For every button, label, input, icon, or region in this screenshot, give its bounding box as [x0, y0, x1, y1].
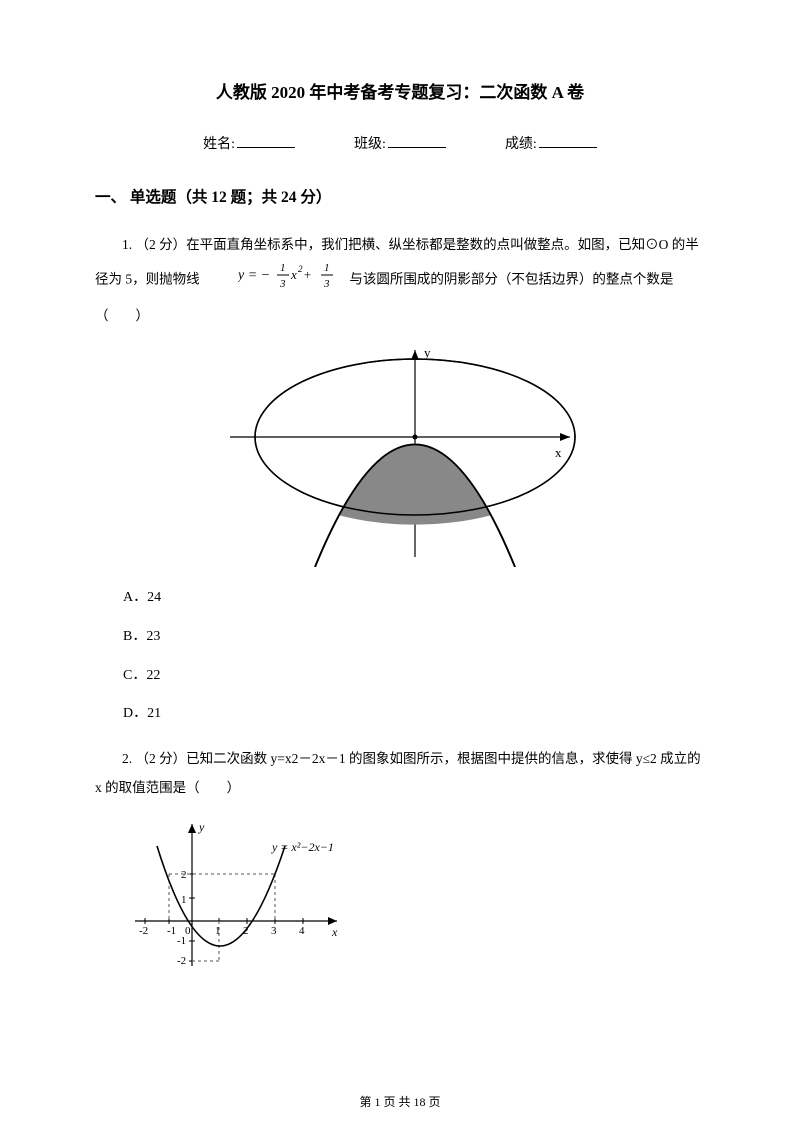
svg-text:1: 1 — [215, 925, 221, 937]
svg-text:y = x²−2x−1: y = x²−2x−1 — [271, 840, 334, 854]
svg-text:2: 2 — [181, 869, 187, 881]
svg-text:-2: -2 — [139, 925, 148, 937]
svg-text:3: 3 — [323, 278, 330, 290]
q1-points: （2 分） — [136, 237, 187, 252]
score-blank — [539, 147, 597, 148]
q2-text: 已知二次函数 y=x2－2x－1 的图象如图所示，根据图中提供的信息，求使得 y… — [95, 751, 701, 794]
svg-text:y: y — [198, 820, 205, 834]
option-b: B．23 — [95, 629, 705, 646]
svg-text:x: x — [331, 925, 338, 939]
svg-text:3: 3 — [271, 925, 277, 937]
q2-points: （2 分） — [136, 751, 187, 766]
page-footer: 第 1 页 共 18 页 — [0, 1093, 800, 1110]
svg-text:x: x — [290, 267, 297, 282]
q2-number: 2. — [122, 751, 136, 766]
class-label: 班级: — [354, 137, 386, 152]
question-1: 1. （2 分）在平面直角坐标系中，我们把横、纵坐标都是整数的点叫做整点。如图，… — [95, 231, 705, 330]
page-title: 人教版 2020 年中考备考专题复习：二次函数 A 卷 — [95, 78, 705, 103]
options-q1: A．24 B．23 C．22 D．21 — [95, 590, 705, 723]
svg-text:+: + — [303, 267, 312, 282]
svg-text:-1: -1 — [177, 935, 186, 947]
svg-text:1: 1 — [324, 262, 330, 274]
name-blank — [237, 147, 295, 148]
y-axis-label: y — [424, 345, 431, 360]
q1-number: 1. — [122, 237, 136, 252]
svg-text:y = −: y = − — [238, 268, 270, 283]
name-label: 姓名: — [203, 137, 235, 152]
svg-text:-2: -2 — [177, 955, 186, 967]
figure-1: x y o — [95, 342, 705, 572]
question-2: 2. （2 分）已知二次函数 y=x2－2x－1 的图象如图所示，根据图中提供的… — [95, 745, 705, 802]
section-heading: 一、 单选题（共 12 题；共 24 分） — [95, 185, 705, 207]
svg-text:3: 3 — [279, 278, 286, 290]
svg-text:1: 1 — [280, 262, 286, 274]
svg-text:1: 1 — [181, 894, 187, 906]
svg-text:-1: -1 — [167, 925, 176, 937]
score-label: 成绩: — [505, 137, 537, 152]
q1-formula: y = − 1 3 x 2 + 1 3 — [211, 259, 338, 301]
option-c: C．22 — [95, 668, 705, 685]
figure-2: x y -2 -1 0 1 2 3 4 1 2 -1 -2 — [127, 816, 705, 976]
x-axis-label: x — [555, 445, 562, 460]
option-d: D．21 — [95, 706, 705, 723]
class-blank — [388, 147, 446, 148]
option-a: A．24 — [95, 590, 705, 607]
student-info-line: 姓名: 班级: 成绩: — [95, 133, 705, 153]
svg-text:4: 4 — [299, 925, 305, 937]
